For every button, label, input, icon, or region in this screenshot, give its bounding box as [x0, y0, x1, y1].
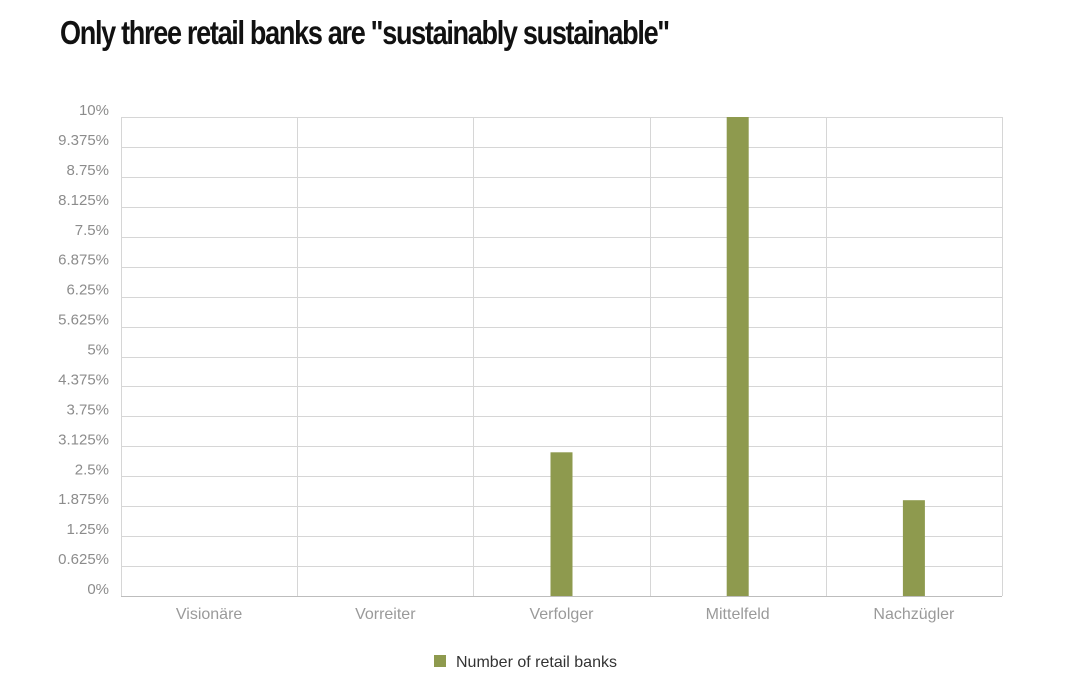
x-category-label: Verfolger [529, 606, 594, 623]
y-tick-label: 0.625% [58, 551, 109, 568]
y-tick-label: 6.875% [58, 252, 109, 269]
y-tick-label: 2.5% [75, 461, 109, 478]
x-category-label: Vorreiter [355, 606, 416, 623]
y-axis-tick-labels: 0% 0.625% 1.25% 1.875% 2.5% 3.125% 3.75% 4.375%… [58, 102, 109, 598]
y-tick-label: 8.75% [66, 162, 109, 179]
y-tick-label: 7.5% [75, 222, 109, 239]
y-tick-label: 9.375% [58, 132, 109, 149]
y-tick-label: 0% [87, 581, 109, 598]
chart-title: Only three retail banks are "sustainably… [60, 14, 670, 51]
bar [902, 500, 925, 596]
bar [726, 117, 749, 596]
y-tick-label: 10% [79, 102, 109, 119]
y-tick-label: 5.625% [58, 312, 109, 329]
x-category-label: Mittelfeld [706, 606, 770, 623]
legend-swatch [434, 655, 446, 667]
bars-layer [550, 117, 925, 596]
grid-layer [121, 117, 1003, 597]
y-tick-label: 4.375% [58, 371, 109, 388]
y-tick-label: 5% [87, 342, 109, 359]
bar [550, 452, 573, 596]
x-category-label: Nachzügler [873, 606, 955, 623]
y-tick-label: 8.125% [58, 192, 109, 209]
y-tick-label: 3.125% [58, 431, 109, 448]
y-tick-label: 6.25% [66, 282, 109, 299]
y-tick-label: 1.875% [58, 491, 109, 508]
x-category-label: Visionäre [176, 606, 243, 623]
x-axis-category-labels: Visionäre Vorreiter Verfolger Mittelfeld Nac… [176, 606, 955, 623]
legend-label: Number of retail banks [456, 654, 617, 671]
legend: Number of retail banks [434, 654, 617, 671]
y-tick-label: 1.25% [66, 521, 109, 538]
y-tick-label: 3.75% [66, 401, 109, 418]
